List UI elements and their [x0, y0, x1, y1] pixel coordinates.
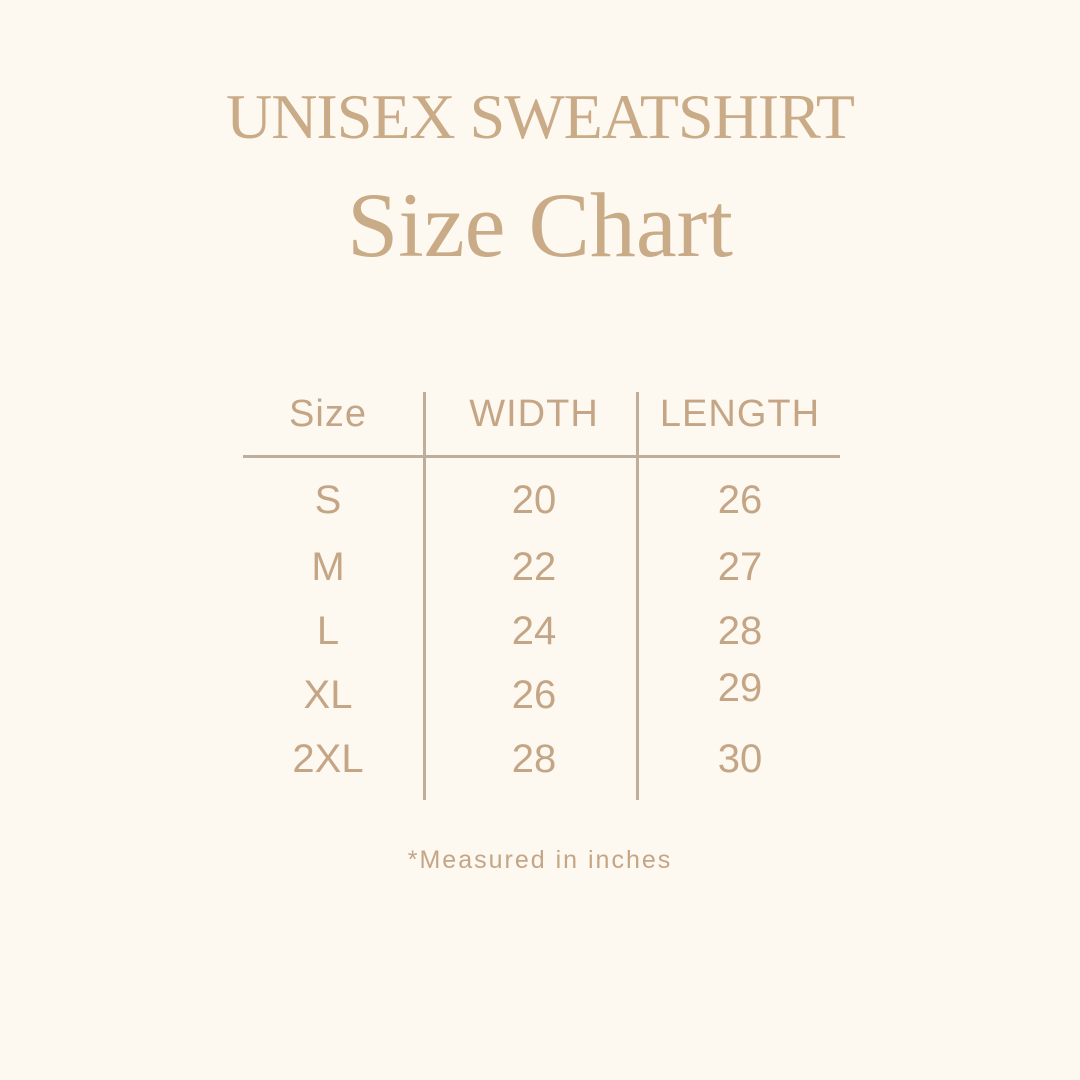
- title: UNISEX SWEATSHIRT: [225, 81, 855, 152]
- table-cell: 29: [717, 666, 763, 710]
- table-cell: 24: [511, 609, 557, 653]
- table-cell: 30: [717, 737, 763, 781]
- table-cell: 26: [717, 478, 763, 522]
- footnote: *Measured in inches: [407, 846, 673, 874]
- table-cell: 28: [717, 609, 763, 653]
- table-cell: 2XL: [292, 737, 364, 781]
- table-cell: 28: [511, 737, 557, 781]
- column-divider: [636, 392, 639, 800]
- table-cell: 26: [511, 673, 557, 717]
- table-cell: L: [316, 609, 340, 653]
- table-cell: XL: [303, 673, 353, 717]
- column-header: WIDTH: [469, 393, 599, 435]
- table-cell: 20: [511, 478, 557, 522]
- header-divider: [243, 455, 840, 458]
- column-header: LENGTH: [659, 393, 821, 435]
- table-cell: 22: [511, 545, 557, 589]
- table-cell: M: [311, 545, 345, 589]
- table-cell: S: [314, 478, 342, 522]
- column-header: Size: [289, 393, 367, 435]
- subtitle: Size Chart: [347, 174, 733, 276]
- table-cell: 27: [717, 545, 763, 589]
- column-divider: [423, 392, 426, 800]
